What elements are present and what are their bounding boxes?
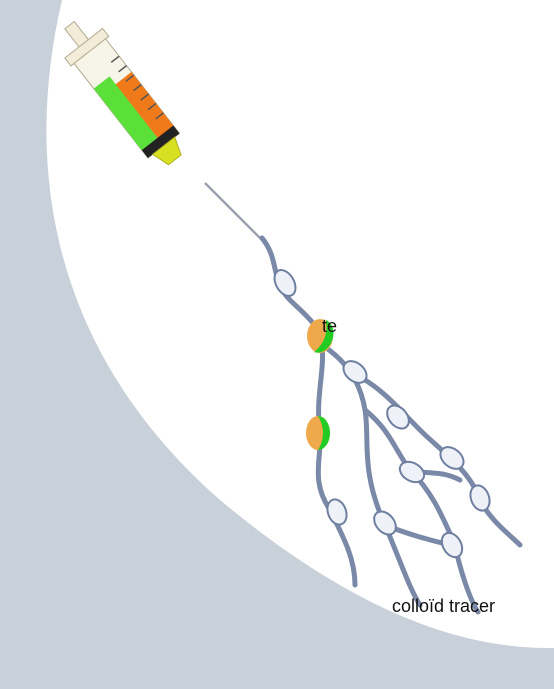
tracer-uptake — [318, 416, 330, 450]
needle — [204, 182, 263, 241]
green-fluid — [93, 76, 159, 152]
label-fragment: te — [322, 316, 337, 336]
tip — [151, 136, 182, 166]
syringe — [64, 20, 182, 166]
tracer-label: colloïd tracer — [392, 596, 495, 616]
skin-area — [46, 0, 554, 649]
tracer-uptake — [314, 320, 334, 353]
sentinel-nodes — [306, 319, 334, 450]
orange-fluid — [114, 71, 175, 141]
stopper — [141, 125, 180, 159]
lymph-nodes — [273, 269, 491, 559]
